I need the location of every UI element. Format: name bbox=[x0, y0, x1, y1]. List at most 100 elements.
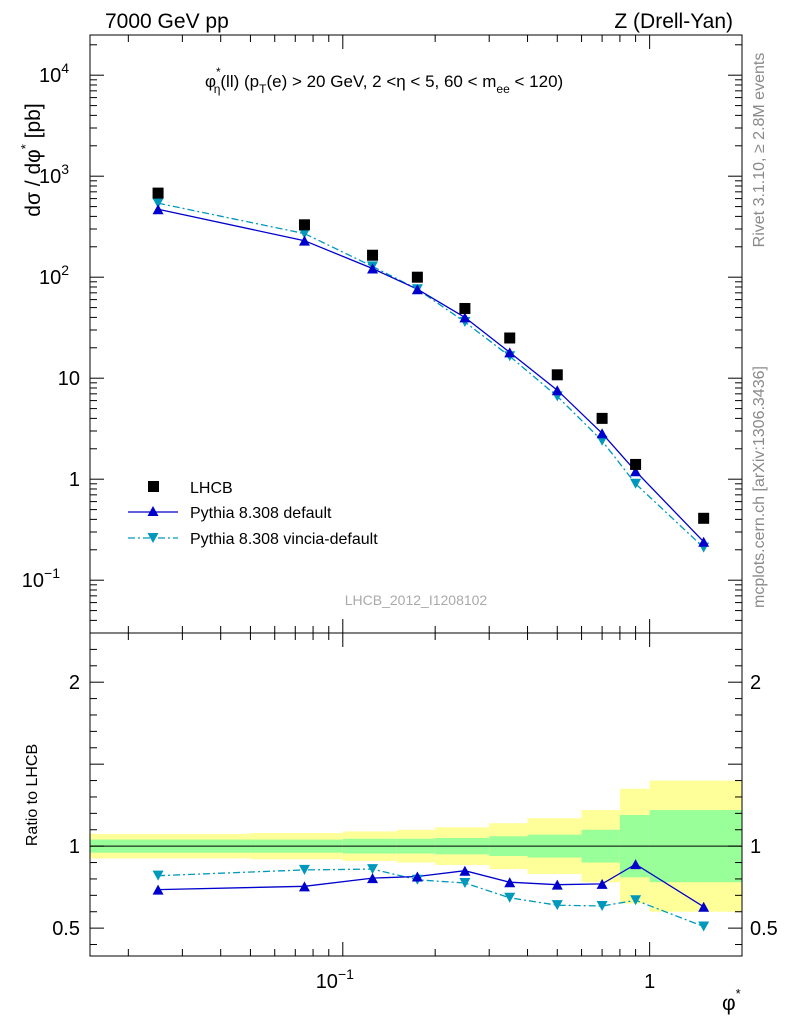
y-tick-label: 10−1 bbox=[22, 565, 60, 592]
ratio-point-pythia-vincia bbox=[630, 895, 642, 906]
y-axis-label-unit: [pb] bbox=[22, 103, 45, 144]
y-tick-label-exponent: 4 bbox=[61, 60, 69, 76]
point-pythia-default bbox=[459, 312, 471, 323]
ratio-point-pythia-default bbox=[596, 878, 608, 889]
point-lhcb bbox=[551, 369, 563, 381]
ratio-point-pythia-vincia bbox=[698, 921, 710, 932]
x-tick-label-exponent: −1 bbox=[338, 966, 354, 982]
x-axis-label: φ* bbox=[722, 986, 741, 1015]
ratio-point-pythia-vincia bbox=[504, 892, 516, 903]
point-pythia-default bbox=[551, 385, 563, 396]
rivet-version-text: Rivet 3.1.10, ≥ 2.8M events bbox=[751, 53, 768, 248]
point-pythia-default bbox=[298, 235, 310, 246]
ratio-y-axis-label: Ratio to LHCB bbox=[24, 744, 41, 846]
y-tick-label-exponent: 2 bbox=[61, 262, 69, 278]
ratio-point-pythia-default bbox=[698, 901, 710, 912]
point-lhcb bbox=[411, 271, 423, 283]
ratio-y-tick-label-left: 2 bbox=[69, 672, 80, 694]
ratio-point-pythia-default bbox=[630, 859, 642, 870]
ratio-point-pythia-default bbox=[298, 881, 310, 892]
y-tick-label: 102 bbox=[39, 262, 69, 289]
series-line-pythia-default bbox=[157, 208, 705, 543]
title-part-2: (e) > 20 GeV, 2 <η < 5, 60 < m bbox=[266, 72, 496, 91]
title-ee-sub: ee bbox=[496, 82, 510, 96]
point-lhcb bbox=[504, 332, 516, 344]
ratio-point-pythia-default bbox=[459, 865, 471, 876]
point-lhcb bbox=[459, 302, 471, 314]
y-tick-label-base: 10 bbox=[39, 166, 61, 188]
x-axis-label-star: * bbox=[736, 986, 741, 1001]
point-pythia-default bbox=[152, 204, 164, 215]
point-lhcb bbox=[298, 219, 310, 231]
point-pythia-vincia bbox=[298, 228, 310, 239]
ratio-point-pythia-vincia bbox=[298, 864, 310, 875]
point-pythia-default bbox=[698, 536, 710, 547]
point-pythia-default bbox=[630, 466, 642, 477]
y-tick-label-base: 1 bbox=[69, 469, 80, 491]
y-axis-label-star: * bbox=[18, 144, 33, 149]
y-axis-label-main: dσ / dφ bbox=[22, 149, 45, 216]
ratio-y-tick-label-left: 1 bbox=[69, 836, 80, 858]
y-axis-label: dσ / dφ* [pb] bbox=[18, 103, 45, 216]
ratio-y-tick-label-right: 0.5 bbox=[750, 918, 778, 940]
point-lhcb bbox=[152, 187, 164, 199]
top-panel-frame bbox=[89, 34, 743, 634]
ratio-point-pythia-vincia bbox=[367, 864, 379, 875]
y-tick-label: 103 bbox=[39, 161, 69, 188]
legend-marker-lhcb bbox=[148, 481, 159, 492]
title-star: * bbox=[216, 65, 221, 79]
ratio-line-pythia-default bbox=[158, 863, 705, 908]
legend-label-pythia-default: Pythia 8.308 default bbox=[190, 505, 332, 522]
y-tick-label-base: 10 bbox=[39, 267, 61, 289]
point-lhcb bbox=[367, 249, 379, 261]
y-tick-label-base: 10 bbox=[39, 65, 61, 87]
legend-label-lhcb: LHCB bbox=[190, 480, 233, 497]
x-tick-label-base: 10 bbox=[316, 971, 338, 993]
ratio-y-tick-label-right: 2 bbox=[750, 672, 761, 694]
title-part-1: (ll) (p bbox=[220, 72, 259, 91]
title-phi: φ bbox=[205, 72, 216, 91]
point-pythia-vincia bbox=[152, 198, 164, 209]
y-tick-label: 104 bbox=[39, 60, 69, 87]
point-pythia-default bbox=[504, 347, 516, 358]
legend-marker-pythia-vincia bbox=[147, 533, 159, 543]
legend: LHCB Pythia 8.308 default Pythia 8.308 v… bbox=[128, 480, 378, 548]
x-axis-label-main: φ bbox=[722, 992, 736, 1015]
ratio-point-pythia-vincia bbox=[459, 878, 471, 889]
point-pythia-default bbox=[596, 428, 608, 439]
ratio-panel-frame bbox=[89, 632, 743, 957]
mcplots-reference-text: mcplots.cern.ch [arXiv:1306.3436] bbox=[751, 366, 768, 608]
title-t-sub: T bbox=[259, 82, 267, 96]
ratio-point-pythia-default bbox=[152, 884, 164, 895]
y-tick-label: 10 bbox=[58, 368, 80, 390]
title-part-3: < 120) bbox=[510, 72, 563, 91]
analysis-watermark: LHCB_2012_I1208102 bbox=[345, 592, 488, 608]
y-tick-label-exponent: −1 bbox=[44, 565, 60, 581]
ratio-y-tick-label-right: 1 bbox=[750, 836, 761, 858]
y-tick-label-exponent: 3 bbox=[61, 161, 69, 177]
point-pythia-default bbox=[367, 263, 379, 274]
ratio-point-pythia-vincia bbox=[596, 900, 608, 911]
x-tick-label: 1 bbox=[644, 971, 655, 993]
series-line-pythia-vincia bbox=[157, 202, 705, 549]
ratio-y-tick-label-left: 0.5 bbox=[52, 918, 80, 940]
header-left: 7000 GeV pp bbox=[105, 10, 229, 33]
title-eta-sub: η bbox=[214, 82, 221, 96]
x-tick-label-base: 1 bbox=[644, 971, 655, 993]
ratio-point-pythia-vincia bbox=[152, 870, 164, 881]
ratio-point-pythia-default bbox=[367, 873, 379, 884]
ratio-point-pythia-default bbox=[551, 879, 563, 890]
y-tick-label-base: 10 bbox=[58, 368, 80, 390]
point-pythia-vincia bbox=[630, 478, 642, 489]
header-right: Z (Drell-Yan) bbox=[614, 10, 733, 33]
plot-title: φ* η(ll) (pT(e) > 20 GeV, 2 <η < 5, 60 < … bbox=[205, 65, 563, 96]
legend-label-pythia-vincia: Pythia 8.308 vincia-default bbox=[190, 531, 378, 548]
ratio-point-pythia-default bbox=[411, 871, 423, 882]
ratio-point-pythia-vincia bbox=[551, 900, 563, 911]
point-pythia-vincia bbox=[596, 435, 608, 446]
y-tick-label: 1 bbox=[69, 469, 80, 491]
point-lhcb bbox=[630, 458, 642, 470]
ratio-point-pythia-default bbox=[504, 877, 516, 888]
